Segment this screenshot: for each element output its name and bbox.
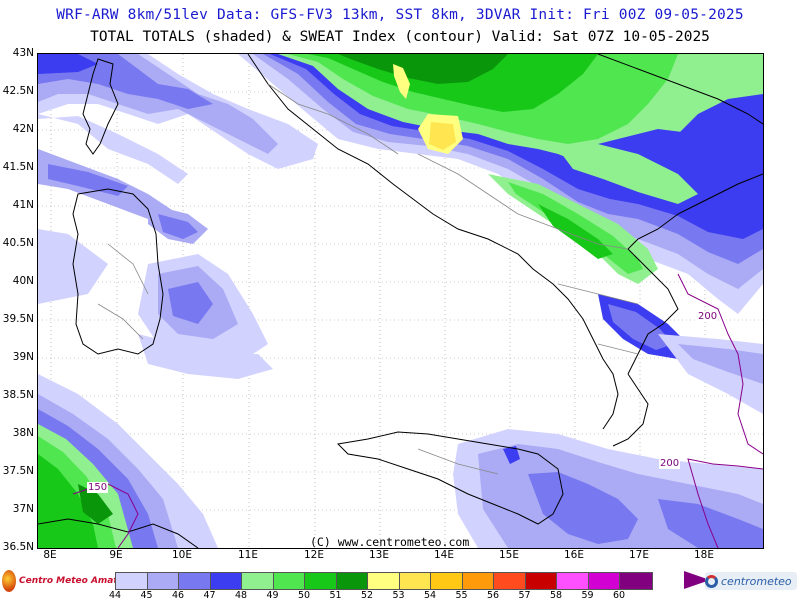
colorbar-swatch (462, 573, 494, 589)
colorbar-tick-label: 47 (203, 590, 216, 601)
colorbar-tick-label: 53 (392, 590, 405, 601)
shading-southwest (38, 374, 218, 548)
colorbar-tick-label: 48 (234, 590, 248, 601)
shading-west (38, 54, 318, 379)
colorbar-tick-label: 45 (140, 590, 153, 601)
colorbar-swatch (525, 573, 557, 589)
colorbar-swatch (210, 573, 242, 589)
lat-label: 38N (12, 427, 34, 439)
shading-south (453, 429, 763, 548)
lat-label: 36.5N (2, 541, 34, 553)
coastlines (38, 54, 763, 548)
lon-label: 8E (43, 549, 57, 561)
colorbar (115, 572, 653, 590)
lat-label: 40N (12, 275, 34, 287)
lat-label: 39N (12, 351, 34, 363)
contour-label: 150 (87, 482, 109, 493)
copyright-text: (C) www.centrometeo.com (310, 535, 470, 549)
colorbar-tick-label: 60 (612, 590, 626, 601)
colorbar-swatch (242, 573, 274, 589)
colorbar-tick-label: 58 (549, 590, 563, 601)
colorbar-tick-label: 44 (108, 590, 122, 601)
logo-right-text: centrometeo (721, 574, 792, 588)
colorbar-swatch (557, 573, 589, 589)
colorbar-tick-label: 56 (486, 590, 500, 601)
contour-label: 200 (659, 458, 681, 469)
lat-label: 42N (12, 123, 34, 135)
lat-label: 42.5N (2, 85, 34, 97)
lon-label: 14E (434, 549, 454, 561)
colorbar-swatch (336, 573, 368, 589)
map-panel (37, 53, 764, 549)
colorbar-swatch (147, 573, 179, 589)
colorbar-tick-label: 49 (266, 590, 279, 601)
logo-centrometeo: centrometeo (705, 572, 797, 590)
colorbar-swatch (368, 573, 400, 589)
lon-label: 12E (304, 549, 324, 561)
colorbar-swatch (179, 573, 211, 589)
contour-label: 200 (697, 311, 719, 322)
lat-label: 37.5N (2, 465, 34, 477)
lon-label: 17E (629, 549, 649, 561)
title-field-info: TOTAL TOTALS (shaded) & SWEAT Index (con… (90, 29, 710, 45)
colorbar-swatch (620, 573, 652, 589)
lon-label: 16E (564, 549, 584, 561)
map-canvas (38, 54, 763, 548)
lon-label: 15E (499, 549, 519, 561)
colorbar-tick-label: 50 (297, 590, 311, 601)
logo-ring-icon (705, 574, 718, 588)
colorbar-swatch (305, 573, 337, 589)
lon-label: 10E (172, 549, 192, 561)
logo-centro-meteo-amatori: Centro Meteo Amatori (2, 570, 131, 592)
lat-label: 41.5N (2, 161, 34, 173)
lat-label: 43N (12, 47, 34, 59)
colorbar-tick-label: 59 (581, 590, 594, 601)
shading-north (238, 54, 763, 414)
title-model-info: WRF-ARW 8km/51lev Data: GFS-FV3 13km, SS… (56, 7, 744, 23)
colorbar-tick-label: 52 (360, 590, 374, 601)
lon-label: 13E (369, 549, 389, 561)
colorbar-swatch (116, 573, 148, 589)
colorbar-tick-label: 51 (329, 590, 342, 601)
colorbar-swatch (399, 573, 431, 589)
colorbar-swatch (273, 573, 305, 589)
lat-label: 40.5N (2, 237, 34, 249)
lon-label: 11E (238, 549, 258, 561)
lat-label: 37N (12, 503, 34, 515)
lon-label: 9E (109, 549, 123, 561)
colorbar-swatch (588, 573, 620, 589)
lat-label: 41N (12, 199, 34, 211)
colorbar-swatch (431, 573, 463, 589)
colorbar-swatch (494, 573, 526, 589)
lat-label: 39.5N (2, 313, 34, 325)
lon-label: 18E (694, 549, 714, 561)
lat-label: 38.5N (2, 389, 34, 401)
regional-borders (97, 83, 639, 475)
colorbar-tick-label: 57 (518, 590, 531, 601)
colorbar-tick-label: 54 (423, 590, 437, 601)
logo-left-text: Centro Meteo Amatori (19, 576, 132, 586)
colorbar-tick-label: 46 (171, 590, 185, 601)
logo-emblem-icon (2, 570, 16, 592)
colorbar-overflow-arrow (684, 571, 710, 589)
colorbar-tick-label: 55 (455, 590, 468, 601)
